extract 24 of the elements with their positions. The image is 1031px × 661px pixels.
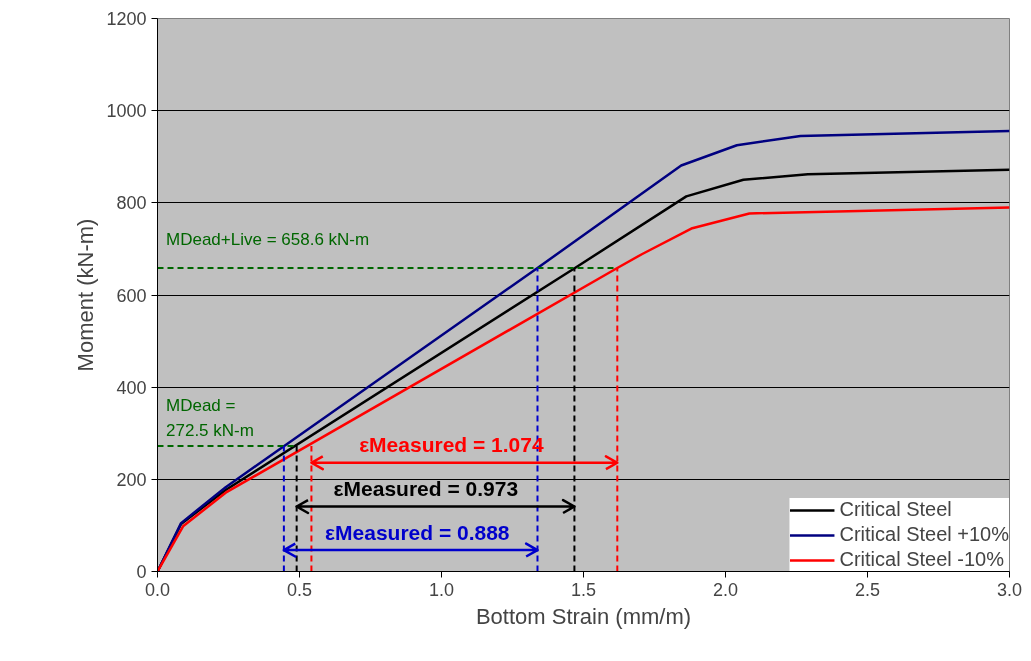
- x-axis-title: Bottom Strain (mm/m): [475, 603, 692, 629]
- x-tick-label: 0.0: [144, 579, 171, 600]
- legend-label: Critical Steel -10%: [839, 548, 1004, 571]
- x-tick-label: 2.5: [854, 579, 881, 600]
- y-tick-label: 200: [116, 469, 147, 490]
- y-axis-title: Moment (kN-m): [73, 218, 99, 372]
- annotation: MDead+Live = 658.6 kN-m: [166, 229, 370, 249]
- y-tick-label: 1200: [106, 9, 147, 29]
- y-tick-label: 0: [136, 562, 147, 582]
- y-tick-label: 1000: [106, 101, 147, 122]
- x-tick-label: 3.0: [996, 579, 1023, 600]
- legend-label: Critical Steel: [839, 498, 952, 521]
- x-tick-label: 1.0: [428, 579, 455, 600]
- annotation: εMeasured = 0.888: [325, 520, 510, 544]
- y-tick-label: 600: [116, 285, 147, 306]
- x-tick-label: 2.0: [712, 579, 739, 600]
- y-tick-label: 400: [116, 377, 147, 398]
- x-tick-label: 0.5: [286, 579, 313, 600]
- annotation: εMeasured = 1.074: [359, 433, 544, 457]
- legend-label: Critical Steel +10%: [839, 523, 1009, 546]
- y-tick-label: 800: [116, 193, 147, 214]
- x-tick-label: 1.5: [570, 579, 597, 600]
- annotation: MDead = 272.5 kN-m: [166, 396, 254, 441]
- annotation: εMeasured = 0.973: [333, 477, 519, 501]
